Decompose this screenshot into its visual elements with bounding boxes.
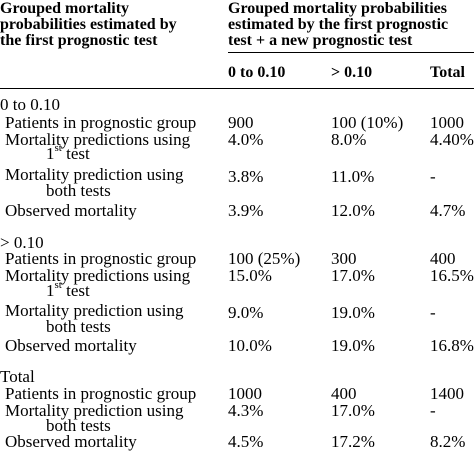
cell-low: 4.5% xyxy=(228,432,264,451)
cell-low: 1000 xyxy=(228,384,262,403)
cell-high: 19.0% xyxy=(331,303,375,322)
cell-total: 16.8% xyxy=(430,336,474,355)
row-label-line2: both tests xyxy=(46,416,111,435)
cell-low: 15.0% xyxy=(228,266,272,285)
cell-total: - xyxy=(430,303,436,322)
row-label: Patients in prognostic group xyxy=(5,113,197,132)
row-label: Patients in prognostic group xyxy=(5,249,197,268)
cell-total: 16.5% xyxy=(430,266,474,285)
header-col1-line3: the first prognostic test xyxy=(0,32,158,49)
cell-total: 8.2% xyxy=(430,432,466,451)
row-label-line2: both tests xyxy=(46,181,111,200)
header-sub-low: 0 to 0.10 xyxy=(228,64,286,81)
cell-high: 300 xyxy=(331,249,357,268)
cell-high: 100 (10%) xyxy=(331,113,404,132)
cell-total: - xyxy=(430,401,436,420)
cell-total: 1000 xyxy=(430,113,464,132)
cell-low: 9.0% xyxy=(228,303,264,322)
cell-low: 4.0% xyxy=(228,130,264,149)
row-label-line2: both tests xyxy=(46,317,111,336)
header-col2-line3: test + a new prognostic test xyxy=(228,32,413,49)
section-title: > 0.10 xyxy=(0,233,44,252)
row-label-line2: 1st test xyxy=(46,279,90,300)
row-label: Mortality prediction using xyxy=(5,165,184,184)
cell-low: 4.3% xyxy=(228,401,264,420)
cell-total: 4.7% xyxy=(430,201,466,220)
header-sub-total: Total xyxy=(430,64,465,81)
header-bottom-rule xyxy=(0,88,474,89)
header-col2-line2: estimated by the first prognostic xyxy=(228,16,449,33)
cell-total: - xyxy=(430,167,436,186)
section-title: 0 to 0.10 xyxy=(0,95,60,114)
row-label: Observed mortality xyxy=(5,336,137,355)
cell-low: 3.9% xyxy=(228,201,264,220)
cell-low: 3.8% xyxy=(228,167,264,186)
cell-high: 8.0% xyxy=(331,130,367,149)
cell-total: 400 xyxy=(430,249,456,268)
row-label: Patients in prognostic group xyxy=(5,384,197,403)
row-label: Mortality prediction using xyxy=(5,301,184,320)
row-label: Mortality predictions using xyxy=(5,130,191,149)
cell-high: 17.0% xyxy=(331,266,375,285)
header-subrule xyxy=(228,52,474,53)
row-label: Observed mortality xyxy=(5,201,137,220)
row-label: Mortality predictions using xyxy=(5,266,191,285)
cell-low: 10.0% xyxy=(228,336,272,355)
cell-high: 11.0% xyxy=(331,167,375,186)
cell-low: 100 (25%) xyxy=(228,249,301,268)
cell-high: 17.0% xyxy=(331,401,375,420)
cell-low: 900 xyxy=(228,113,254,132)
header-sub-high: > 0.10 xyxy=(331,64,373,81)
section-title: Total xyxy=(0,367,35,386)
cell-total: 4.40% xyxy=(430,130,474,149)
header-col1-line1: Grouped mortality xyxy=(0,0,130,17)
cell-high: 12.0% xyxy=(331,201,375,220)
cell-high: 17.2% xyxy=(331,432,375,451)
row-label-line2: 1st test xyxy=(46,142,90,163)
cell-high: 400 xyxy=(331,384,357,403)
header-col1-line2: probabilities estimated by xyxy=(0,16,177,33)
row-label: Mortality prediction using xyxy=(5,401,184,420)
cell-high: 19.0% xyxy=(331,336,375,355)
cell-total: 1400 xyxy=(430,384,464,403)
header-col2-line1: Grouped mortality probabilities xyxy=(228,0,447,17)
row-label: Observed mortality xyxy=(5,432,137,451)
